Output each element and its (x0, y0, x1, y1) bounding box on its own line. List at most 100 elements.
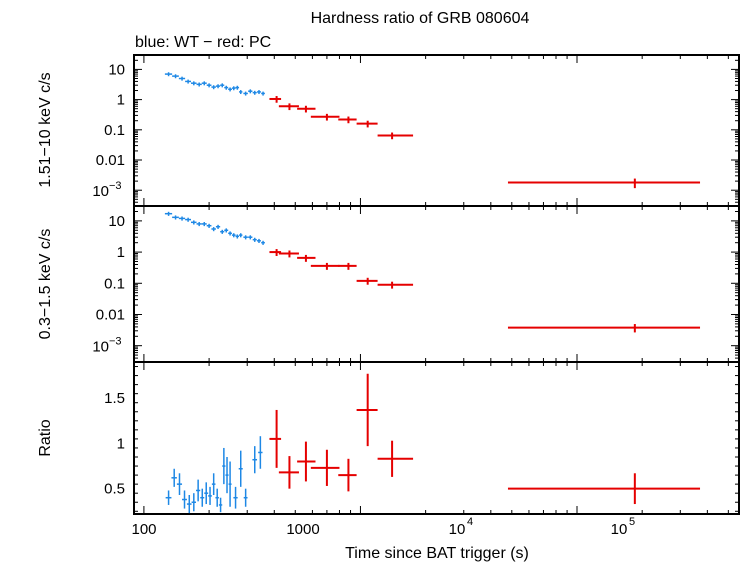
data-point-wt (252, 237, 257, 242)
data-point-wt (228, 87, 232, 92)
data-point-wt (225, 457, 229, 494)
data-point-pc (278, 250, 299, 258)
data-point-wt (211, 473, 216, 495)
data-point-wt (220, 229, 225, 234)
data-point-wt (228, 461, 232, 507)
data-point-wt (176, 473, 183, 495)
y-ticks-ratio: 1.5 1 0.5 (104, 366, 739, 512)
data-point-wt (228, 231, 232, 236)
panel-hard: 1.51−10 keV c/s (37, 54, 740, 207)
data-point-pc (338, 458, 357, 492)
data-point-pc (377, 440, 414, 477)
data-point-wt (222, 447, 226, 485)
data-point-wt (235, 85, 240, 90)
data-point-wt (191, 220, 197, 225)
data-point-wt (257, 90, 261, 95)
data-point-wt (238, 450, 243, 487)
y-tick-label: 1 (117, 244, 125, 261)
data-point-wt (261, 91, 265, 96)
data-point-wt (235, 234, 240, 239)
data-point-pc (310, 262, 340, 270)
data-point-pc (356, 373, 378, 447)
y-tick-label: 0.1 (104, 275, 125, 292)
data-point-wt (218, 497, 223, 513)
data-point-wt (172, 215, 179, 220)
data-point-wt (201, 222, 207, 227)
data-point-pc (310, 449, 340, 486)
data-point-wt (243, 91, 248, 96)
data-point-wt (252, 90, 257, 95)
y-tick-label: 1.5 (104, 390, 125, 407)
y-tick-label: 0.1 (104, 122, 125, 139)
x-tick-label-1e5-exp: 5 (629, 516, 635, 528)
data-point-wt (215, 84, 221, 89)
x-tick-label-1e4-base: 10 (449, 521, 466, 538)
data-point-wt (224, 85, 229, 90)
y-tick-label-exp-base: 10 (92, 183, 109, 200)
data-point-wt (185, 217, 192, 222)
data-point-wt (204, 482, 209, 505)
panel-hard-marks (164, 72, 701, 189)
data-point-pc (338, 116, 357, 124)
y-tick-label: 1 (117, 435, 125, 452)
data-point-pc (278, 103, 299, 111)
panel-soft: 0.3−1.5 keV c/s (37, 205, 740, 363)
x-tick-labels: 100 1000 10 4 10 5 (131, 516, 635, 538)
data-point-wt (258, 436, 263, 469)
x-ticks-hard (143, 55, 729, 206)
panel-soft-y-label: 0.3−1.5 keV c/s (37, 229, 54, 340)
data-point-wt (243, 235, 248, 240)
data-point-wt (171, 468, 177, 487)
x-tick-label-1000: 1000 (286, 521, 319, 538)
data-point-wt (257, 238, 261, 244)
panel-soft-marks (164, 211, 701, 333)
data-point-pc (297, 105, 316, 113)
data-point-pc (297, 254, 316, 262)
x-tick-label-1e4-exp: 4 (467, 516, 473, 528)
data-point-wt (208, 486, 212, 505)
data-point-wt (206, 223, 212, 228)
data-point-pc (507, 473, 701, 505)
data-point-pc (507, 178, 701, 189)
data-point-wt (224, 228, 229, 233)
data-point-pc (297, 441, 316, 482)
data-point-wt (165, 490, 172, 505)
data-point-wt (220, 83, 225, 88)
y-tick-label-exp: −3 (109, 336, 122, 348)
chart-subtitle: blue: WT − red: PC (135, 34, 271, 51)
x-tick-label-1e5-base: 10 (611, 521, 628, 538)
data-point-wt (252, 446, 258, 474)
data-point-wt (261, 240, 265, 245)
data-point-wt (196, 82, 202, 87)
data-point-wt (233, 486, 238, 509)
data-point-wt (178, 216, 186, 221)
data-point-wt (239, 90, 243, 95)
data-point-wt (248, 89, 253, 94)
data-point-wt (196, 222, 202, 227)
chart-title: Hardness ratio of GRB 080604 (311, 10, 530, 27)
data-point-wt (195, 479, 201, 502)
data-point-pc (269, 409, 282, 468)
data-point-pc (269, 96, 282, 103)
data-point-wt (231, 233, 236, 238)
data-point-wt (239, 233, 243, 238)
data-point-wt (191, 81, 197, 86)
y-tick-label: 10 (108, 61, 125, 78)
panel-soft-frame (133, 205, 740, 363)
y-tick-label: 0.5 (104, 481, 125, 498)
data-point-wt (215, 224, 221, 229)
panel-hard-y-label: 1.51−10 keV c/s (37, 72, 54, 187)
y-tick-label-exp: −3 (109, 180, 122, 192)
y-tick-label: 10 (108, 213, 125, 230)
data-point-wt (231, 86, 236, 91)
data-point-wt (185, 79, 192, 84)
panel-ratio-y-label: Ratio (37, 419, 54, 456)
data-point-wt (172, 74, 179, 79)
x-tick-label-100: 100 (131, 521, 156, 538)
data-point-wt (191, 493, 196, 512)
data-point-wt (182, 490, 187, 509)
x-ticks-soft (143, 206, 729, 362)
data-point-pc (356, 277, 378, 285)
